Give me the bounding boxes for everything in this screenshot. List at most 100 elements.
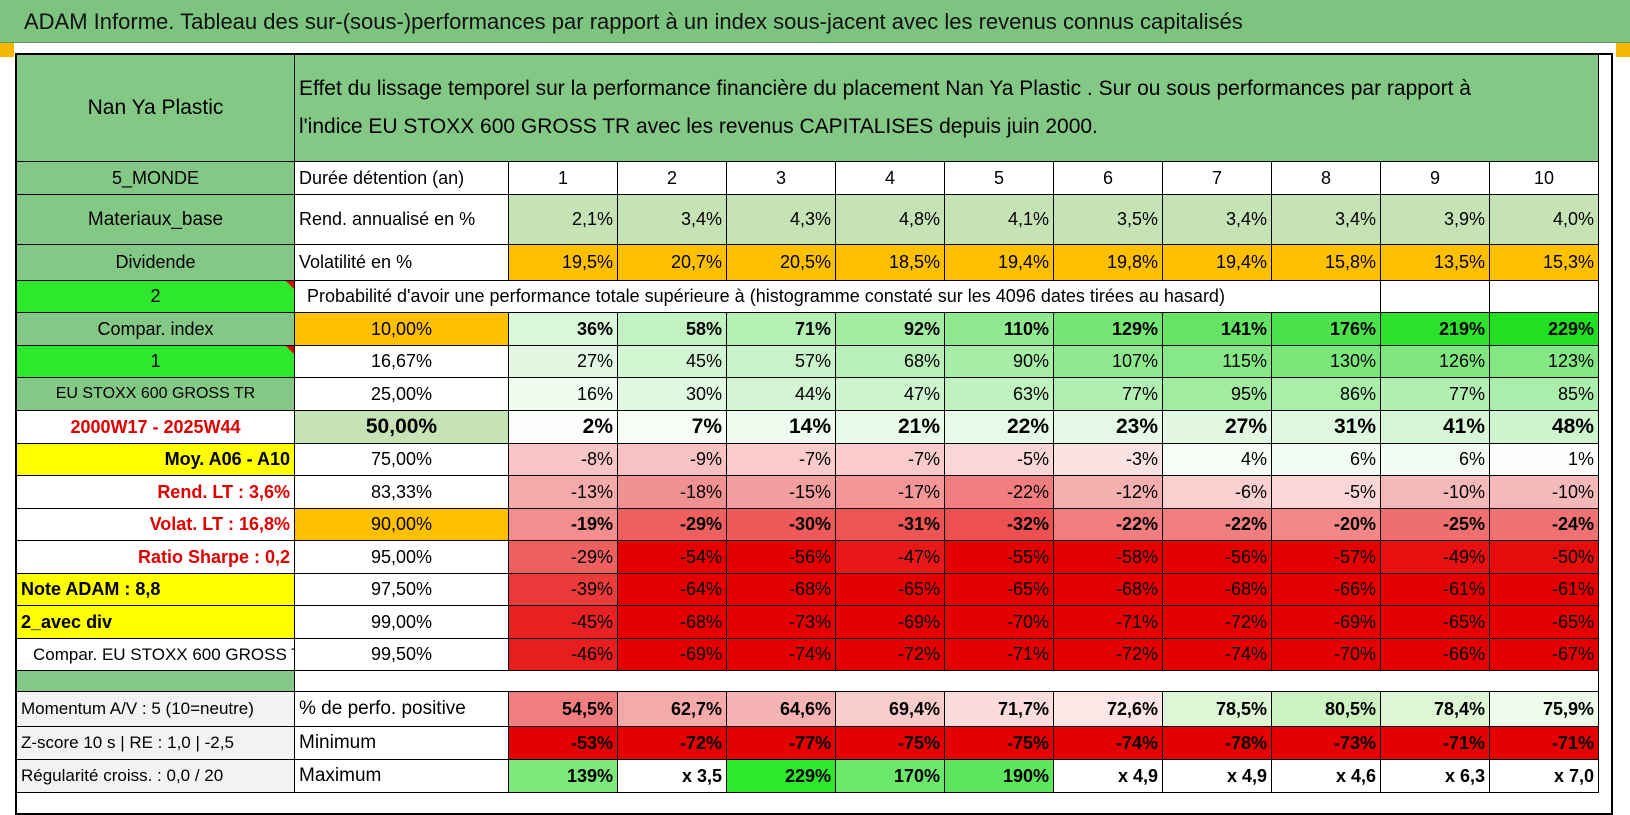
percentile-value: -71% — [945, 639, 1054, 671]
bottom-value: x 4,9 — [1163, 760, 1272, 793]
year-header: 7 — [1163, 162, 1272, 195]
percentile-value: -47% — [836, 541, 945, 574]
percentile-level: 99,00% — [295, 606, 509, 639]
vol-value: 19,4% — [945, 245, 1054, 281]
percentile-value: -65% — [1381, 606, 1490, 639]
year-header: 1 — [509, 162, 618, 195]
percentile-value: 44% — [727, 378, 836, 411]
bottom-row-label: Maximum — [295, 760, 509, 793]
percentile-value: -55% — [945, 541, 1054, 574]
percentile-value: -66% — [1381, 639, 1490, 671]
vol-value: 18,5% — [836, 245, 945, 281]
percentile-level: 90,00% — [295, 509, 509, 541]
left-label: 1 — [17, 346, 295, 378]
percentile-value: -7% — [727, 444, 836, 476]
percentile-level: 25,00% — [295, 378, 509, 411]
bottom-value: -53% — [509, 727, 618, 760]
percentile-value: 36% — [509, 313, 618, 346]
percentile-value: -69% — [836, 606, 945, 639]
percentile-value: -72% — [836, 639, 945, 671]
percentile-value: 30% — [618, 378, 727, 411]
percentile-value: 86% — [1272, 378, 1381, 411]
percentile-value: -73% — [727, 606, 836, 639]
percentile-value: -72% — [1163, 606, 1272, 639]
bottom-value: x 3,5 — [618, 760, 727, 793]
bottom-value: 64,6% — [727, 692, 836, 727]
percentile-value: 2% — [509, 411, 618, 444]
percentile-value: -17% — [836, 476, 945, 509]
vol-value: 19,4% — [1163, 245, 1272, 281]
percentile-value: -20% — [1272, 509, 1381, 541]
bottom-value: -73% — [1272, 727, 1381, 760]
percentile-value: 45% — [618, 346, 727, 378]
percentile-value: -72% — [1054, 639, 1163, 671]
percentile-value: -56% — [727, 541, 836, 574]
effect-description: Effet du lissage temporel sur la perform… — [295, 55, 1599, 162]
percentile-value: 31% — [1272, 411, 1381, 444]
spacer-cell — [17, 671, 295, 692]
left-label: Dividende — [17, 245, 295, 281]
percentile-value: -54% — [618, 541, 727, 574]
percentile-value: -49% — [1381, 541, 1490, 574]
bottom-value: x 6,3 — [1381, 760, 1490, 793]
percentile-value: 1% — [1490, 444, 1599, 476]
vol-value: 20,5% — [727, 245, 836, 281]
bottom-row-label: Minimum — [295, 727, 509, 760]
row-label-vol: Volatilité en % — [295, 245, 509, 281]
vol-value: 20,7% — [618, 245, 727, 281]
percentile-value: -30% — [727, 509, 836, 541]
left-label: 5_MONDE — [17, 162, 295, 195]
percentile-value: 47% — [836, 378, 945, 411]
percentile-value: 6% — [1272, 444, 1381, 476]
percentile-value: -46% — [509, 639, 618, 671]
bottom-value: 69,4% — [836, 692, 945, 727]
percentile-value: 23% — [1054, 411, 1163, 444]
year-header: 2 — [618, 162, 727, 195]
percentile-value: -19% — [509, 509, 618, 541]
percentile-value: -22% — [1054, 509, 1163, 541]
bottom-value: x 4,6 — [1272, 760, 1381, 793]
rend-value: 3,4% — [1272, 195, 1381, 245]
percentile-level: 97,50% — [295, 574, 509, 606]
left-label: 2 — [17, 281, 295, 313]
vol-value: 15,3% — [1490, 245, 1599, 281]
percentile-value: -5% — [945, 444, 1054, 476]
percentile-value: 77% — [1054, 378, 1163, 411]
bottom-left-label: Momentum A/V : 5 (10=neutre) — [17, 692, 295, 727]
percentile-value: -32% — [945, 509, 1054, 541]
percentile-value: 63% — [945, 378, 1054, 411]
year-header: 4 — [836, 162, 945, 195]
bottom-value: -75% — [945, 727, 1054, 760]
year-header: 5 — [945, 162, 1054, 195]
percentile-value: -65% — [836, 574, 945, 606]
percentile-value: 115% — [1163, 346, 1272, 378]
vol-value: 15,8% — [1272, 245, 1381, 281]
percentile-value: -5% — [1272, 476, 1381, 509]
percentile-value: 7% — [618, 411, 727, 444]
vol-value: 13,5% — [1381, 245, 1490, 281]
rend-value: 2,1% — [509, 195, 618, 245]
spacer-cell — [295, 671, 1599, 692]
effect-line-1: Effet du lissage temporel sur la perform… — [299, 77, 1471, 100]
bottom-value: -74% — [1054, 727, 1163, 760]
percentile-value: 57% — [727, 346, 836, 378]
year-header: 8 — [1272, 162, 1381, 195]
rend-value: 3,4% — [618, 195, 727, 245]
percentile-value: 27% — [509, 346, 618, 378]
percentile-value: 58% — [618, 313, 727, 346]
left-label: Ratio Sharpe : 0,2 — [17, 541, 295, 574]
percentile-value: -67% — [1490, 639, 1599, 671]
percentile-value: 21% — [836, 411, 945, 444]
percentile-value: 14% — [727, 411, 836, 444]
percentile-value: 27% — [1163, 411, 1272, 444]
percentile-value: 48% — [1490, 411, 1599, 444]
bottom-value: -75% — [836, 727, 945, 760]
percentile-value: -22% — [1163, 509, 1272, 541]
left-label: Materiaux_base — [17, 195, 295, 245]
percentile-level: 95,00% — [295, 541, 509, 574]
percentile-value: -56% — [1163, 541, 1272, 574]
percentile-value: 16% — [509, 378, 618, 411]
percentile-value: -24% — [1490, 509, 1599, 541]
left-label: Compar. index — [17, 313, 295, 346]
percentile-level: 10,00% — [295, 313, 509, 346]
